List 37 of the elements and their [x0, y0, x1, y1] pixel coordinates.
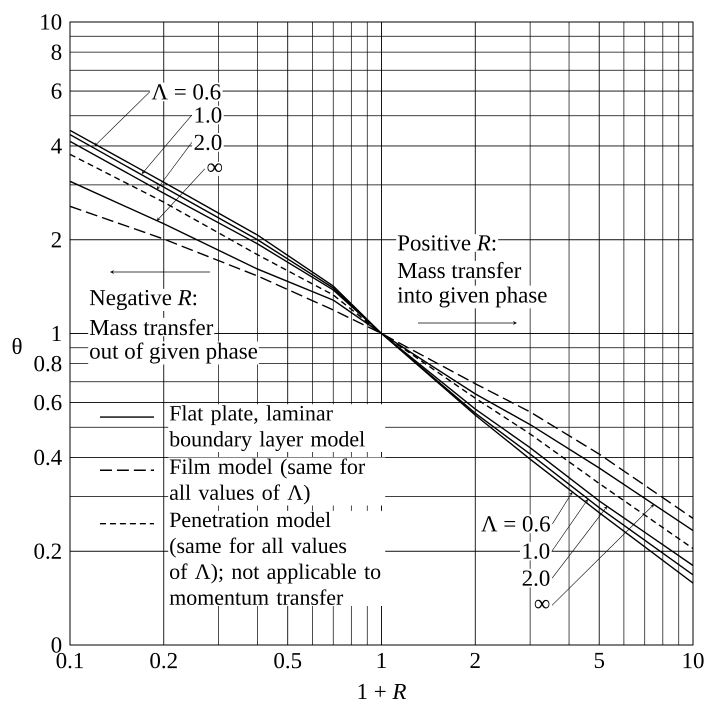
legend-label: Film model (same for all values of Λ)	[170, 458, 366, 504]
annotation: ∞	[534, 600, 550, 609]
annotation: 2.0	[194, 134, 222, 150]
annotation: Mass transfer	[398, 262, 522, 278]
x-tick-label: 0.2	[150, 652, 177, 668]
y-tick-label: 0.8	[34, 356, 62, 372]
y-tick-label: 0	[52, 637, 62, 653]
y-axis-title: θ	[12, 338, 22, 354]
y-tick-label: 6	[52, 83, 62, 99]
annotation: ∞	[207, 163, 222, 172]
y-tick-label: 4	[51, 138, 62, 154]
y-tick-label: 8	[52, 44, 62, 60]
y-tick-label: 2	[52, 232, 61, 248]
annotation: Λ = 0.6	[481, 516, 550, 532]
legend-label: Penetration model (same for all values of Λ); not applicable to momentum transfer	[170, 512, 380, 605]
x-tick-label: 10	[684, 652, 704, 668]
annotation: Mass transfer	[90, 318, 214, 336]
y-tick-label: 10	[41, 14, 62, 30]
y-tick-label: 1	[52, 326, 61, 342]
y-tick-label: 0.6	[34, 394, 62, 410]
annotation: 1.0	[524, 543, 550, 559]
annotation: into given phase	[398, 286, 547, 308]
x-tick-label: 0.5	[274, 652, 302, 668]
annotation: 1.0	[196, 107, 222, 123]
y-tick-label: 0.2	[34, 543, 61, 560]
x-tick-label: 5	[594, 652, 604, 668]
y-tick-label: 0.4	[34, 450, 62, 466]
x-tick-label: 0.1	[56, 652, 83, 668]
annotation: Negative R:	[90, 290, 196, 310]
annotation: out of given phase	[90, 342, 258, 364]
annotation: Λ = 0.6	[152, 84, 220, 100]
x-axis-title: 1 + R	[358, 684, 406, 700]
x-tick-label: 2	[470, 652, 480, 668]
legend-label: Flat plate, laminar boundary layer model	[169, 405, 365, 452]
x-tick-label: 1	[378, 652, 386, 668]
annotation: 2.0	[522, 570, 550, 586]
annotation: Positive R:	[398, 235, 496, 251]
